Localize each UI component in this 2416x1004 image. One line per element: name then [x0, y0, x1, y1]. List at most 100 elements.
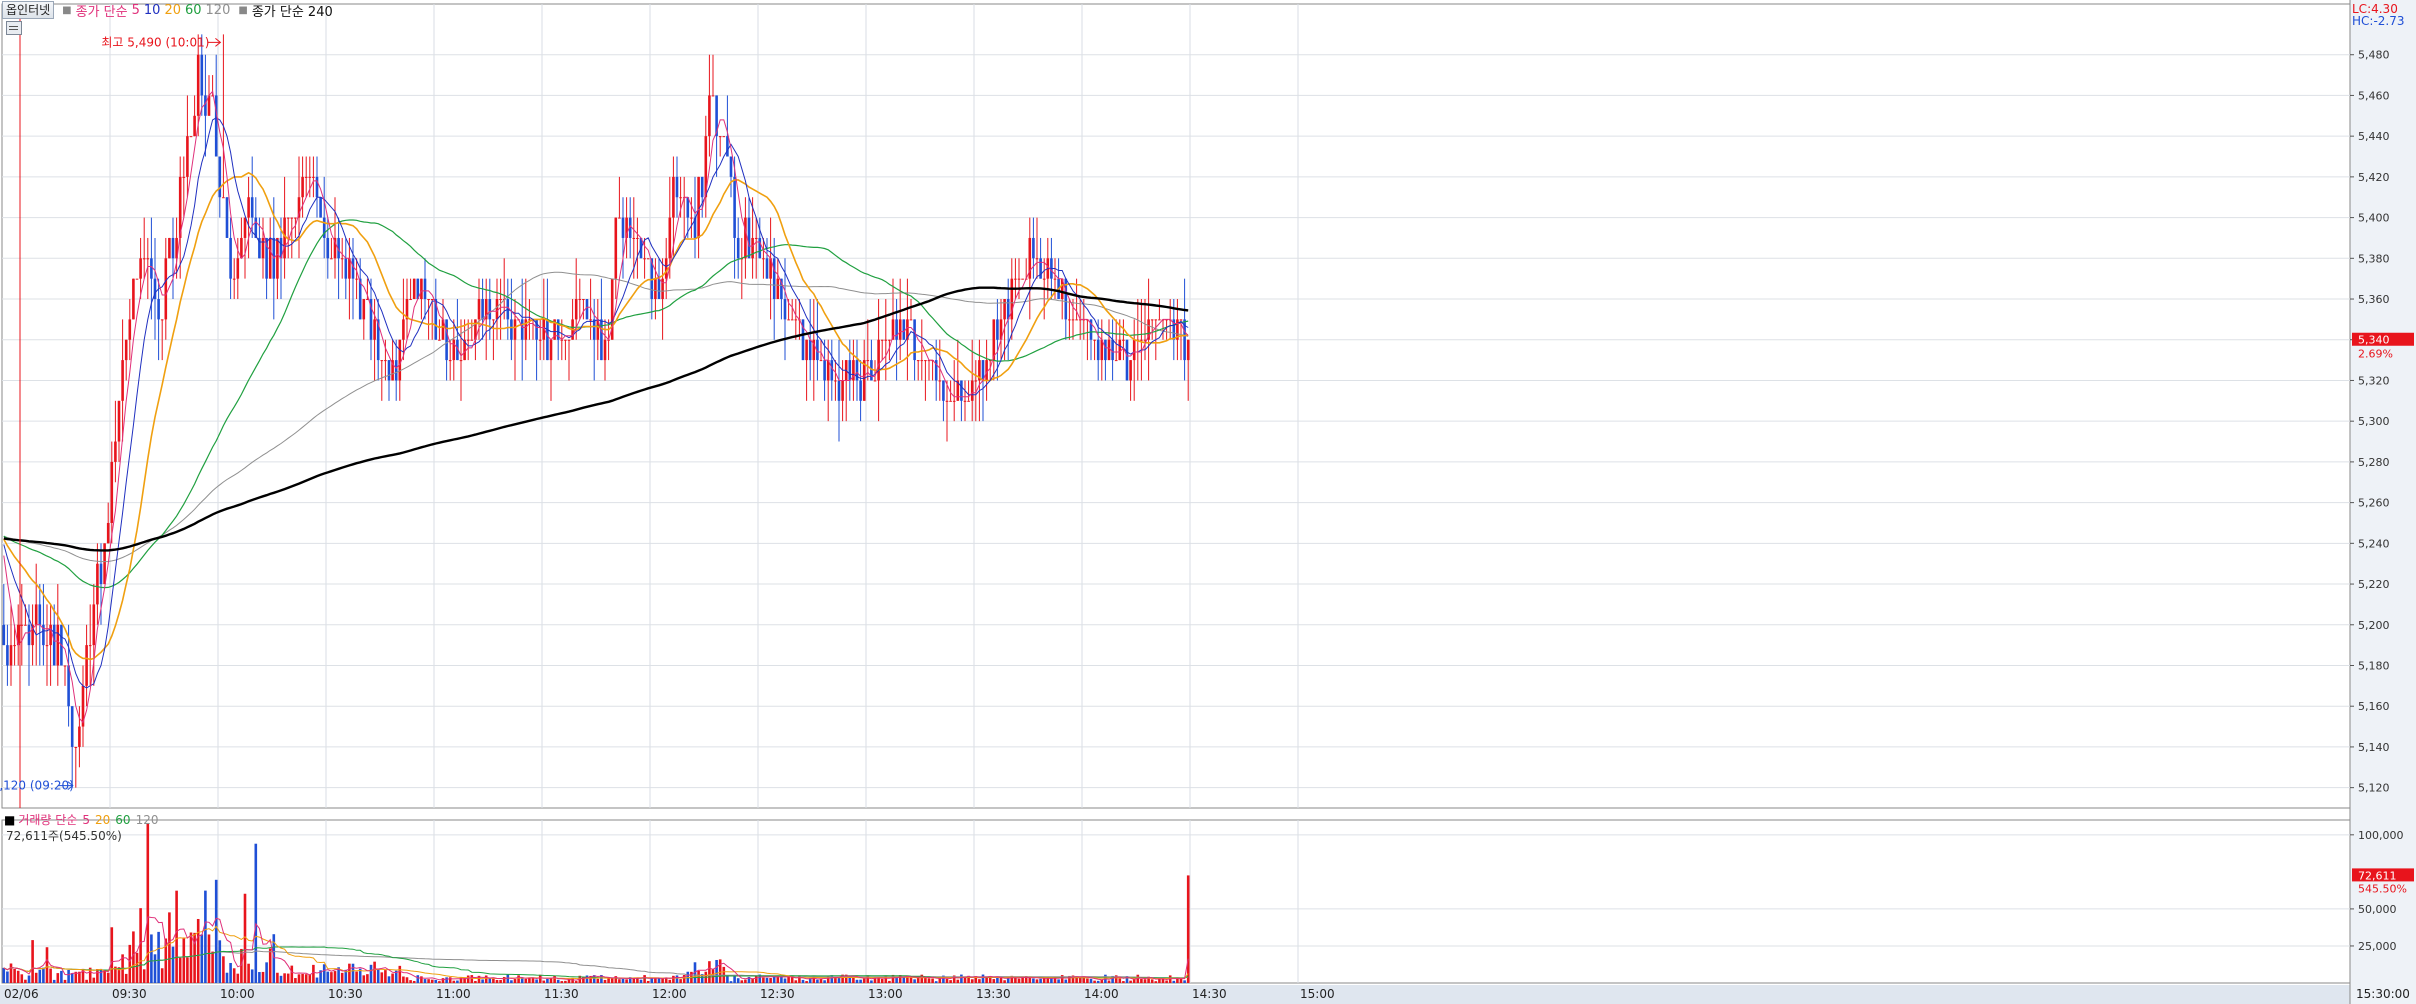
hc-label: HC:-2.73: [2352, 14, 2405, 28]
candle-body: [884, 339, 888, 341]
volume-bar: [600, 975, 603, 983]
candle-body: [834, 380, 837, 382]
candle-body: [456, 339, 459, 361]
volume-bar: [744, 979, 747, 983]
candle-body: [859, 380, 862, 401]
volume-ma-120[interactable]: 120: [135, 812, 159, 827]
candle-body: [920, 360, 924, 362]
volume-bar: [726, 976, 729, 983]
candle-body: [1017, 278, 1021, 280]
candle-body: [888, 339, 891, 341]
candle-body: [769, 258, 772, 279]
candle-body: [265, 237, 268, 279]
time-axis-bar: [0, 985, 2416, 1004]
candle-body: [416, 278, 420, 300]
volume-bar: [1154, 981, 1158, 983]
time-tick-label: 11:30: [544, 987, 579, 1001]
candle-body: [326, 237, 330, 259]
long-ma-label[interactable]: 종가 단순 240: [251, 4, 333, 20]
candle-body: [243, 217, 247, 238]
volume-bar: [63, 979, 67, 983]
candle-body: [499, 299, 502, 301]
high-arrow-icon: [207, 37, 222, 47]
volume-bar: [344, 969, 348, 983]
volume-panel-frame: [1, 819, 2351, 984]
volume-bar: [942, 975, 945, 983]
volume-bar: [1114, 975, 1118, 983]
volume-bar: [268, 948, 272, 983]
volume-bar: [225, 972, 229, 983]
volume-bar: [402, 976, 405, 983]
volume-ma-20[interactable]: 20: [95, 812, 111, 827]
volume-bar: [841, 974, 844, 983]
candle-body: [27, 624, 31, 646]
price-indicator-bar: 옵인터넷 ■ 종가 단순 5 10 20 60 120 ■ 종가 단순 240: [0, 0, 337, 20]
candle-body: [906, 319, 909, 340]
volume-bar: [6, 971, 9, 983]
price-ma-120[interactable]: 120: [205, 2, 231, 18]
candle-body: [448, 360, 452, 362]
volume-bar: [456, 980, 459, 983]
volume-bar: [556, 979, 560, 983]
candle-body: [268, 237, 272, 279]
volume-bar: [589, 975, 592, 983]
volume-ma-60[interactable]: 60: [115, 812, 131, 827]
price-ma-20[interactable]: 20: [164, 2, 181, 18]
volume-bar: [106, 972, 110, 983]
candle-body: [686, 197, 690, 218]
candle-body: [1183, 319, 1186, 361]
candle-body: [34, 604, 38, 625]
volume-bar: [153, 954, 157, 983]
symbol-button[interactable]: 옵인터넷: [2, 1, 55, 19]
candle-body: [715, 95, 718, 137]
price-tick-label: 5,200: [2358, 619, 2390, 632]
volume-ma-label[interactable]: 거래량 단순: [18, 813, 78, 827]
volume-bar: [384, 970, 387, 983]
candle-body: [1039, 258, 1042, 279]
candle-body: [204, 95, 207, 116]
volume-bar: [988, 976, 992, 983]
volume-bar: [1046, 978, 1050, 983]
volume-ma-5[interactable]: 5: [82, 812, 90, 827]
candle-body: [240, 237, 243, 259]
volume-bar: [405, 977, 409, 983]
current-volume-box: [2352, 868, 2414, 882]
candle-body: [114, 441, 117, 462]
volume-bar: [319, 970, 322, 983]
volume-bar: [337, 967, 340, 983]
candle-body: [945, 400, 949, 402]
candle-body: [999, 319, 1003, 340]
price-ma-10[interactable]: 10: [143, 2, 161, 18]
volume-bar: [229, 962, 232, 983]
candle-body: [402, 319, 405, 340]
candle-body: [675, 176, 679, 198]
volume-bar: [542, 980, 546, 983]
candle-body: [1132, 339, 1136, 361]
price-ma-60[interactable]: 60: [184, 2, 202, 18]
candle-body: [690, 217, 693, 219]
volume-bar: [546, 978, 549, 983]
volume-bar: [1060, 975, 1064, 983]
price-tick-label: 5,180: [2358, 659, 2390, 672]
panel-menu-icon[interactable]: [6, 21, 22, 35]
price-ma-5[interactable]: 5: [131, 2, 140, 18]
candle-body: [373, 319, 376, 340]
candle-body: [909, 319, 913, 321]
time-tick-label: 09:30: [112, 987, 147, 1001]
price-ma-label[interactable]: 종가 단순: [75, 4, 128, 20]
candle-body: [1140, 339, 1143, 341]
candle-body: [1093, 339, 1096, 341]
candle-body: [970, 380, 974, 401]
volume-bar: [218, 940, 222, 983]
candle-body: [214, 95, 218, 157]
volume-bar: [884, 975, 888, 983]
volume-bar: [222, 956, 225, 983]
volume-bar: [812, 976, 816, 983]
candle-body: [650, 258, 654, 300]
volume-bar: [1122, 981, 1125, 983]
candle-body: [333, 237, 337, 259]
time-tick-label: 15:30:00: [2356, 987, 2410, 1001]
candle-body: [787, 319, 790, 321]
volume-bar: [934, 981, 938, 983]
